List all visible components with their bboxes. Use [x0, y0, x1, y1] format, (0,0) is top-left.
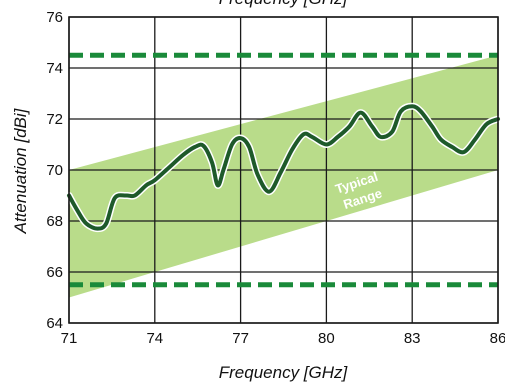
- y-tick-label: 68: [46, 213, 63, 230]
- typical-range-band: [69, 55, 498, 298]
- x-tick-label: 86: [490, 330, 505, 347]
- plot-border: [68, 16, 499, 324]
- x-tick-label: 71: [61, 330, 78, 347]
- plot-frame: [68, 16, 499, 324]
- y-axis-label: Attenuation [dBi]: [11, 107, 30, 234]
- typical-range-band-group: [69, 55, 498, 298]
- x-tick-label: 80: [318, 330, 335, 347]
- series-line: [67, 104, 500, 231]
- y-tick-label: 66: [46, 264, 63, 281]
- series-group: [65, 102, 502, 233]
- y-tick-label: 76: [46, 9, 63, 26]
- x-axis-label: Frequency [GHz]: [219, 363, 349, 382]
- y-tick-labels: 64 66 68 70 72 74 76: [46, 9, 63, 332]
- x-tick-label: 74: [146, 330, 163, 347]
- limit-lines: [69, 52, 498, 288]
- top-caption: Frequency [GHz]: [219, 0, 349, 8]
- x-tick-label: 77: [232, 330, 249, 347]
- y-tick-label: 70: [46, 162, 63, 179]
- x-tick-labels: 71 74 77 80 83 86: [61, 330, 505, 347]
- y-tick-label: 64: [46, 315, 63, 332]
- y-tick-label: 74: [46, 60, 63, 77]
- x-tick-label: 83: [404, 330, 421, 347]
- y-tick-label: 72: [46, 111, 63, 128]
